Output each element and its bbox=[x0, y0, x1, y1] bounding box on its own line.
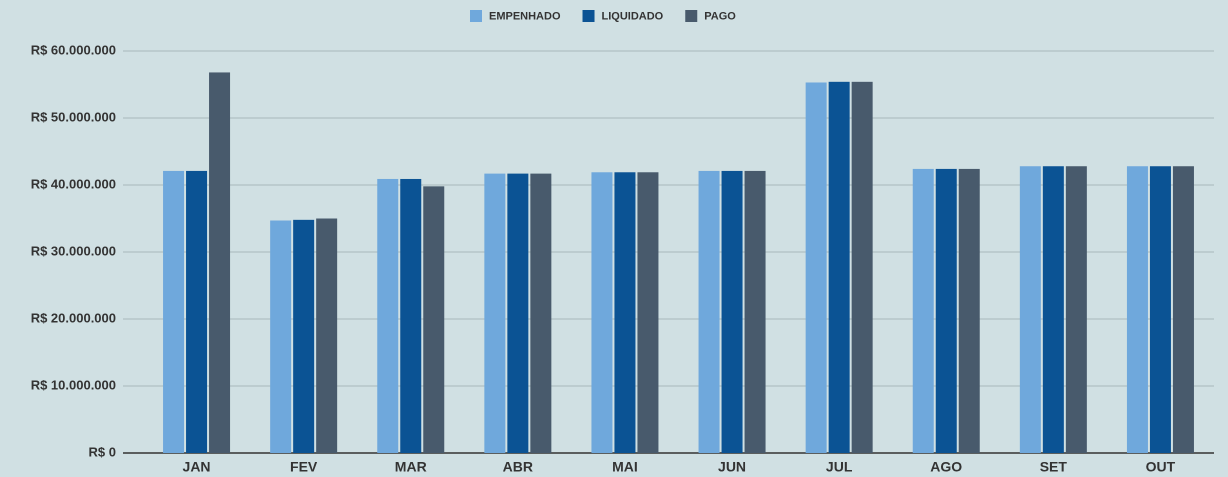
x-tick-label: MAI bbox=[612, 459, 638, 475]
bar bbox=[293, 219, 315, 453]
x-tick-label: JUN bbox=[718, 459, 746, 475]
bar bbox=[400, 178, 422, 453]
bar bbox=[828, 81, 850, 453]
y-tick-label: R$ 50.000.000 bbox=[31, 109, 116, 124]
bar bbox=[935, 168, 957, 454]
bar bbox=[958, 168, 980, 454]
bar bbox=[530, 173, 552, 454]
bar bbox=[316, 218, 338, 453]
legend-swatch bbox=[470, 10, 482, 22]
bar bbox=[1172, 166, 1194, 454]
x-tick-label: AGO bbox=[930, 459, 962, 475]
bar bbox=[1019, 166, 1041, 454]
bar bbox=[1126, 166, 1148, 454]
x-tick-label: FEV bbox=[290, 459, 318, 475]
y-tick-label: R$ 30.000.000 bbox=[31, 243, 116, 258]
y-tick-label: R$ 20.000.000 bbox=[31, 310, 116, 325]
bar bbox=[484, 173, 506, 454]
x-tick-label: OUT bbox=[1146, 459, 1176, 475]
bar bbox=[1042, 166, 1064, 454]
x-tick-label: JAN bbox=[183, 459, 211, 475]
bar bbox=[591, 172, 613, 453]
bar bbox=[186, 170, 208, 453]
legend-swatch bbox=[685, 10, 698, 22]
bar bbox=[614, 172, 636, 453]
bar bbox=[163, 170, 185, 453]
y-tick-label: R$ 40.000.000 bbox=[31, 176, 116, 191]
bar bbox=[851, 81, 873, 453]
legend-label: LIQUIDADO bbox=[602, 10, 664, 22]
bar bbox=[1149, 166, 1171, 454]
y-tick-label: R$ 10.000.000 bbox=[31, 377, 116, 392]
y-tick-label: R$ 60.000.000 bbox=[31, 42, 116, 57]
legend-label: EMPENHADO bbox=[489, 10, 561, 22]
bar bbox=[270, 220, 292, 453]
bar bbox=[1065, 166, 1087, 454]
x-tick-label: ABR bbox=[503, 459, 533, 475]
bar bbox=[912, 168, 934, 454]
x-tick-label: SET bbox=[1040, 459, 1068, 475]
bar bbox=[637, 172, 659, 453]
bar bbox=[744, 170, 766, 453]
legend-label: PAGO bbox=[704, 10, 736, 22]
bar bbox=[805, 82, 827, 454]
bar bbox=[209, 72, 231, 453]
y-tick-label: R$ 0 bbox=[89, 444, 116, 459]
legend-swatch bbox=[582, 10, 595, 22]
x-tick-label: MAR bbox=[395, 459, 427, 475]
bar bbox=[423, 186, 445, 453]
bar bbox=[507, 173, 529, 454]
bar bbox=[721, 170, 743, 453]
bar bbox=[377, 178, 399, 453]
x-tick-label: JUL bbox=[826, 459, 853, 475]
bar bbox=[698, 170, 720, 453]
